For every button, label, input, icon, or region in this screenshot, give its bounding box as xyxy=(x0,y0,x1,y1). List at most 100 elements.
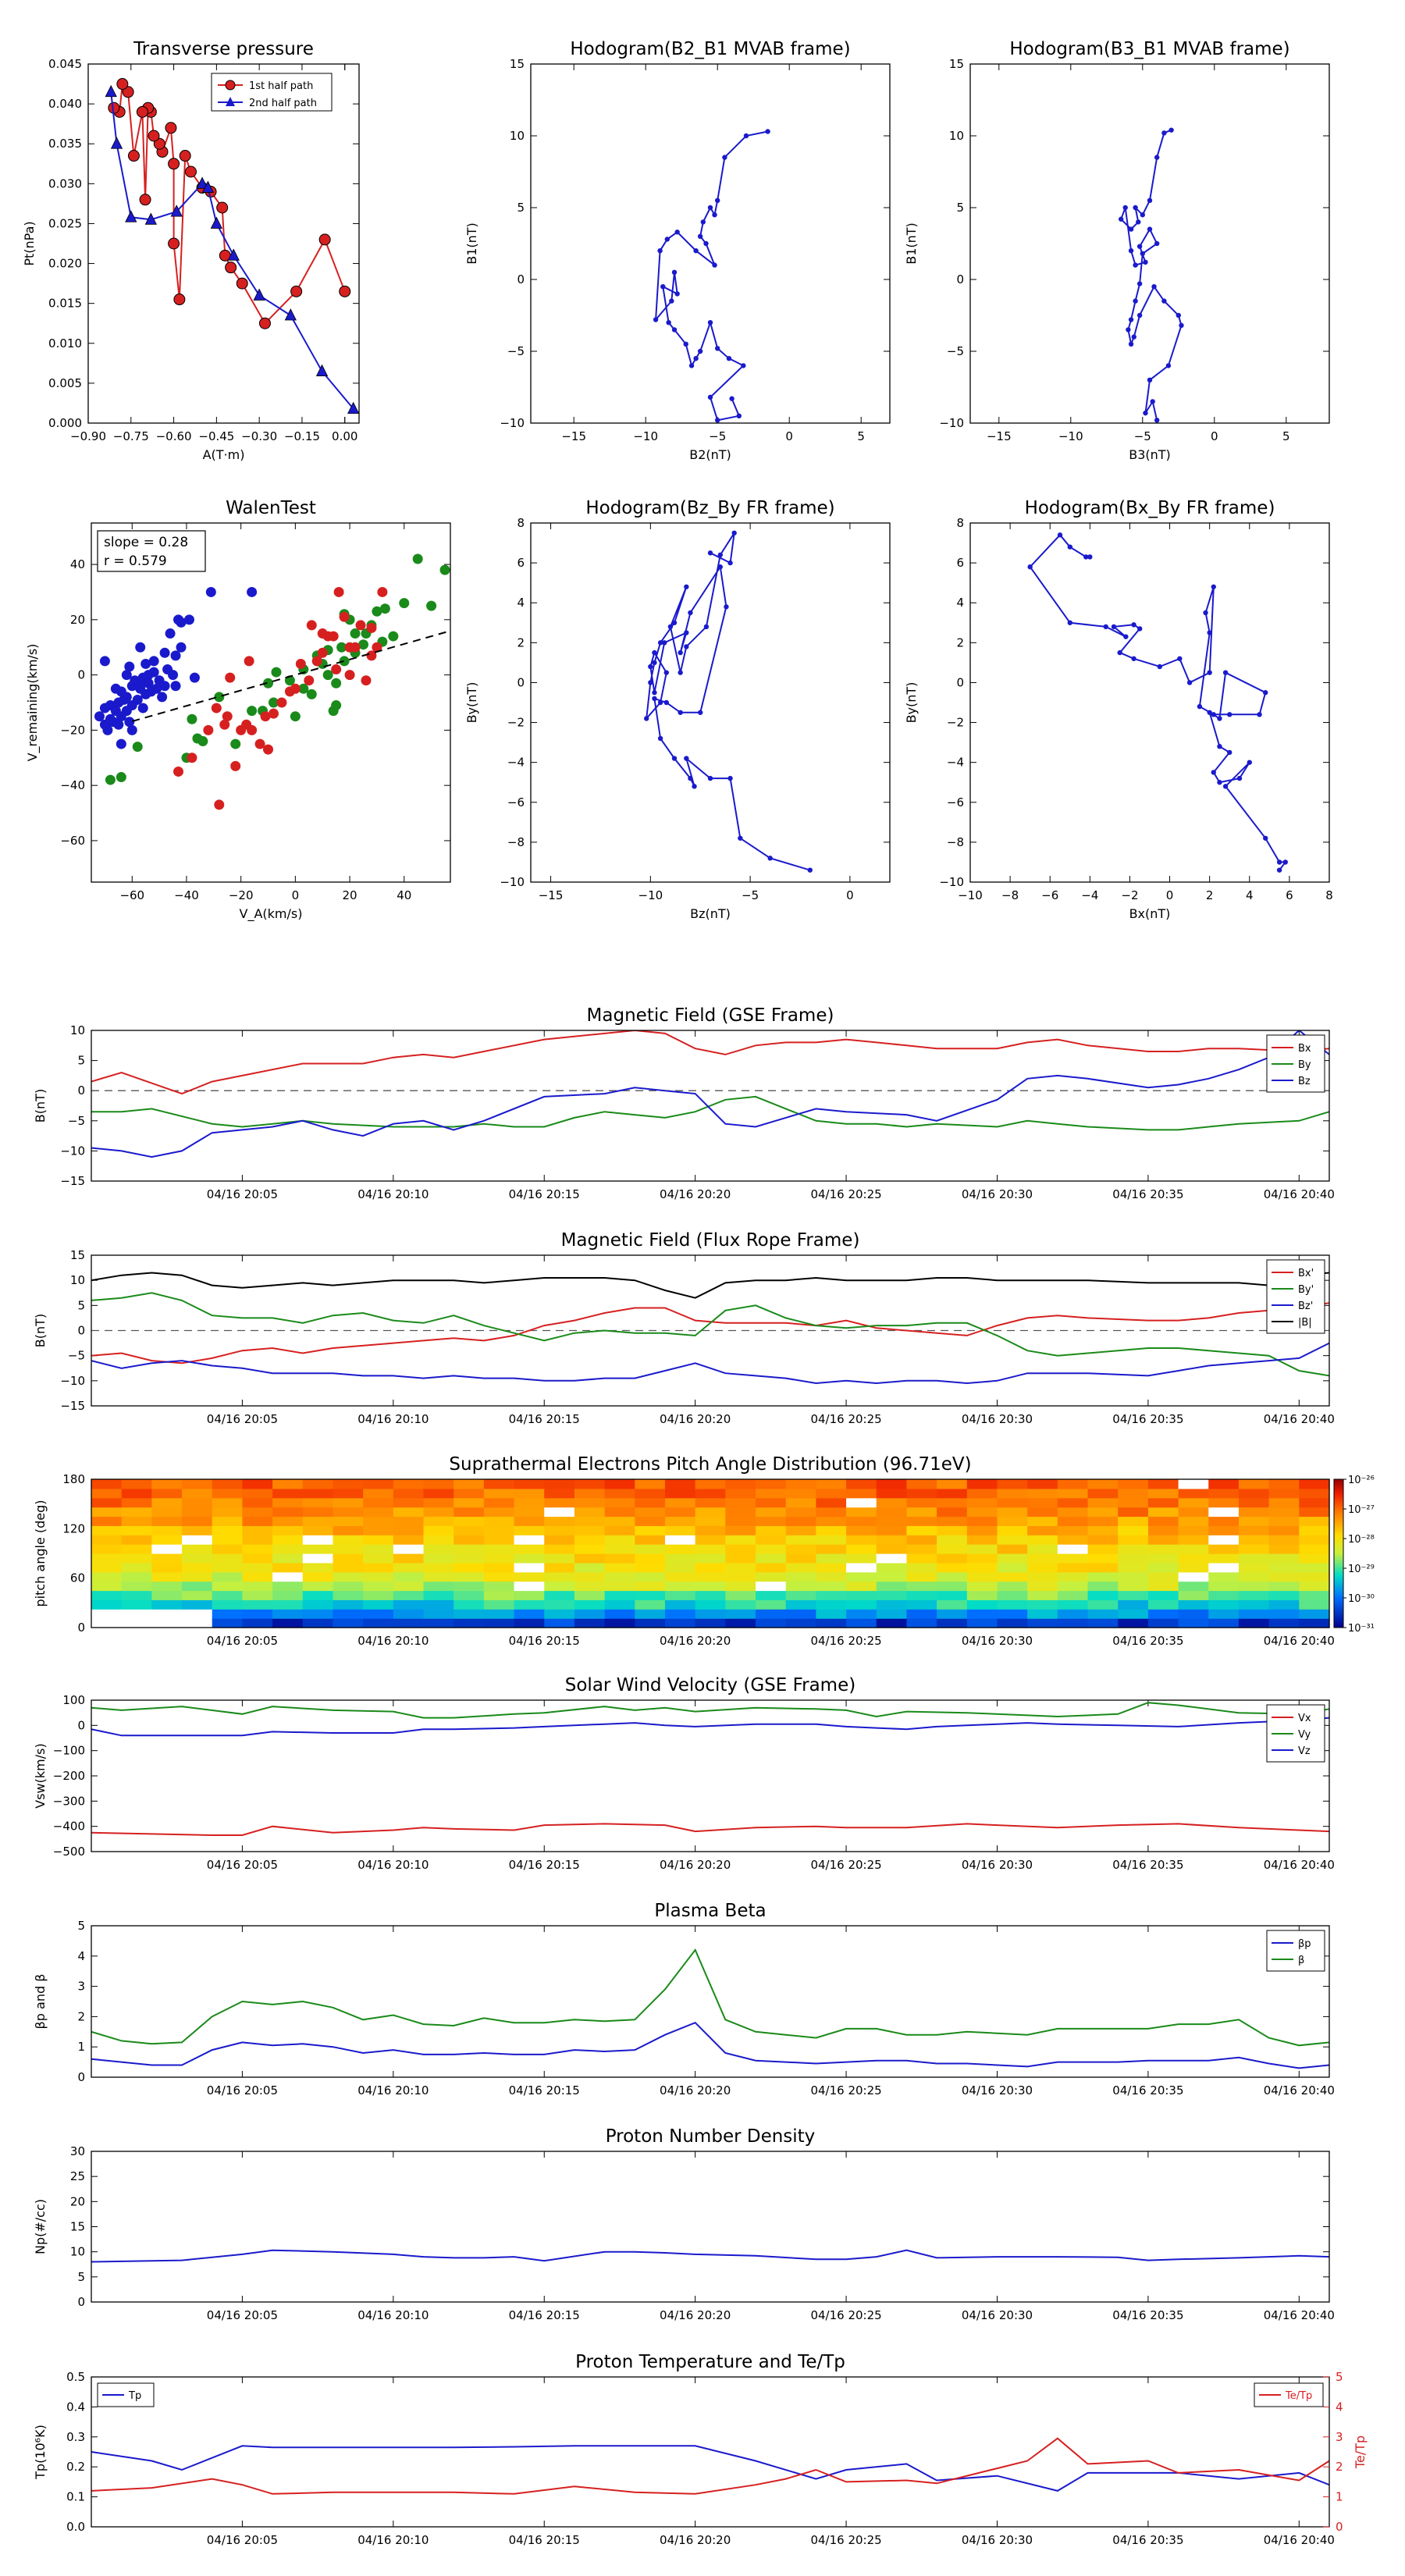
heatmap-cell xyxy=(1299,1581,1330,1592)
heatmap-cell xyxy=(151,1544,183,1554)
heatmap-cell xyxy=(1147,1497,1179,1508)
heatmap-cell xyxy=(151,1497,183,1508)
heatmap-cell xyxy=(966,1562,998,1573)
heatmap-cell xyxy=(574,1553,606,1564)
heatmap-cell xyxy=(756,1618,787,1628)
heatmap-cell xyxy=(242,1507,273,1517)
heatmap-cell xyxy=(1027,1581,1058,1592)
heatmap-cell xyxy=(212,1618,244,1628)
heatmap-cell xyxy=(1118,1562,1149,1573)
data-point xyxy=(657,735,663,742)
y-tick-label: −5 xyxy=(947,344,964,358)
data-point xyxy=(99,656,110,667)
heatmap-cell xyxy=(604,1599,635,1610)
heatmap-cell xyxy=(725,1590,756,1600)
heatmap-cell xyxy=(272,1609,304,1619)
data-point xyxy=(1150,399,1155,404)
heatmap-cell xyxy=(272,1544,304,1554)
heatmap-cell xyxy=(906,1571,937,1582)
data-point xyxy=(663,670,669,675)
data-point xyxy=(144,212,158,225)
data-point xyxy=(298,683,309,694)
data-point xyxy=(121,670,132,681)
data-point xyxy=(127,150,140,162)
data-point xyxy=(1057,532,1063,538)
data-point xyxy=(657,699,663,706)
heatmap-cell xyxy=(604,1535,635,1545)
data-point xyxy=(116,78,129,91)
heatmap-cell xyxy=(483,1525,515,1535)
heatmap-cell xyxy=(1118,1497,1149,1508)
heatmap-cell xyxy=(1057,1525,1089,1535)
series-line-By' xyxy=(91,1292,1329,1377)
data-point xyxy=(1263,835,1268,841)
annotation-box xyxy=(97,530,206,572)
colorbar-label: 10⁻²⁸ xyxy=(1348,1534,1375,1546)
heatmap-cell xyxy=(695,1553,726,1564)
heatmap-cell xyxy=(1057,1599,1089,1610)
heatmap-cell xyxy=(423,1599,454,1610)
y-tick-label: 5 xyxy=(517,201,525,215)
data-point xyxy=(263,678,274,688)
chart-title: Hodogram(B2_B1 MVAB frame) xyxy=(570,39,850,59)
heatmap-cell xyxy=(1268,1479,1300,1489)
data-point xyxy=(306,620,317,631)
heatmap-cell xyxy=(1178,1488,1209,1499)
heatmap-cell xyxy=(1299,1553,1330,1564)
heatmap-cell xyxy=(1087,1599,1119,1610)
heatmap-cell xyxy=(1208,1599,1240,1610)
data-point xyxy=(331,664,342,675)
heatmap-cell xyxy=(1238,1571,1270,1582)
data-point xyxy=(173,294,186,306)
heatmap-cell xyxy=(302,1571,334,1582)
x-tick-label: −40 xyxy=(174,888,199,902)
data-point xyxy=(1154,155,1160,160)
heatmap-cell xyxy=(151,1516,183,1526)
x-tick-label: 04/16 20:35 xyxy=(1112,2533,1183,2547)
y-tick-label: 0.010 xyxy=(48,336,82,350)
heatmap-cell xyxy=(121,1618,152,1628)
y-tick-label: −100 xyxy=(53,1744,85,1758)
heatmap-cell xyxy=(574,1599,606,1610)
heatmap-cell xyxy=(1208,1497,1240,1508)
heatmap-cell xyxy=(664,1479,696,1489)
heatmap-cell xyxy=(906,1525,937,1535)
heatmap-cell xyxy=(363,1488,394,1499)
y-axis-label: Np(#/cc) xyxy=(33,2199,48,2254)
x-tick-label: 04/16 20:25 xyxy=(810,1634,881,1648)
y-tick-label: −8 xyxy=(507,835,525,849)
heatmap-cell xyxy=(393,1488,425,1499)
x-tick-label: −8 xyxy=(1001,888,1019,902)
heatmap-cell xyxy=(997,1618,1028,1628)
data-point xyxy=(1207,670,1212,675)
heatmap-cell xyxy=(393,1562,425,1573)
heatmap-cell xyxy=(182,1516,213,1526)
heatmap-cell xyxy=(454,1516,485,1526)
x-tick-label: −10 xyxy=(958,888,983,902)
heatmap-cell xyxy=(635,1553,666,1564)
heatmap-cell xyxy=(151,1507,183,1517)
heatmap-cell xyxy=(1118,1581,1149,1592)
heatmap-cell xyxy=(302,1590,334,1600)
heatmap-cell xyxy=(756,1562,787,1573)
data-point xyxy=(1123,634,1129,639)
data-point xyxy=(230,760,241,771)
data-point xyxy=(361,675,372,686)
data-point xyxy=(741,363,746,368)
heatmap-cell xyxy=(785,1516,816,1526)
data-point xyxy=(1247,760,1252,765)
heatmap-cell xyxy=(846,1590,877,1600)
x-tick-label: 04/16 20:35 xyxy=(1112,2308,1183,2322)
heatmap-cell xyxy=(846,1599,877,1610)
heatmap-cell xyxy=(635,1599,666,1610)
chart-hodo_bz_by: Hodogram(Bz_By FR frame) −15 −10 −5 0 −10 −8 −6… xyxy=(464,498,891,921)
data-point xyxy=(684,756,689,761)
data-point xyxy=(227,248,240,261)
heatmap-cell xyxy=(906,1590,937,1600)
colorbar-label: 10⁻²⁷ xyxy=(1348,1504,1375,1516)
heatmap-cell xyxy=(635,1507,666,1517)
x-tick-label: 6 xyxy=(1286,888,1293,902)
annotation-text: slope = 0.28 xyxy=(104,535,188,550)
heatmap-cell xyxy=(1057,1581,1089,1592)
y-tick-label: 0 xyxy=(956,675,964,689)
